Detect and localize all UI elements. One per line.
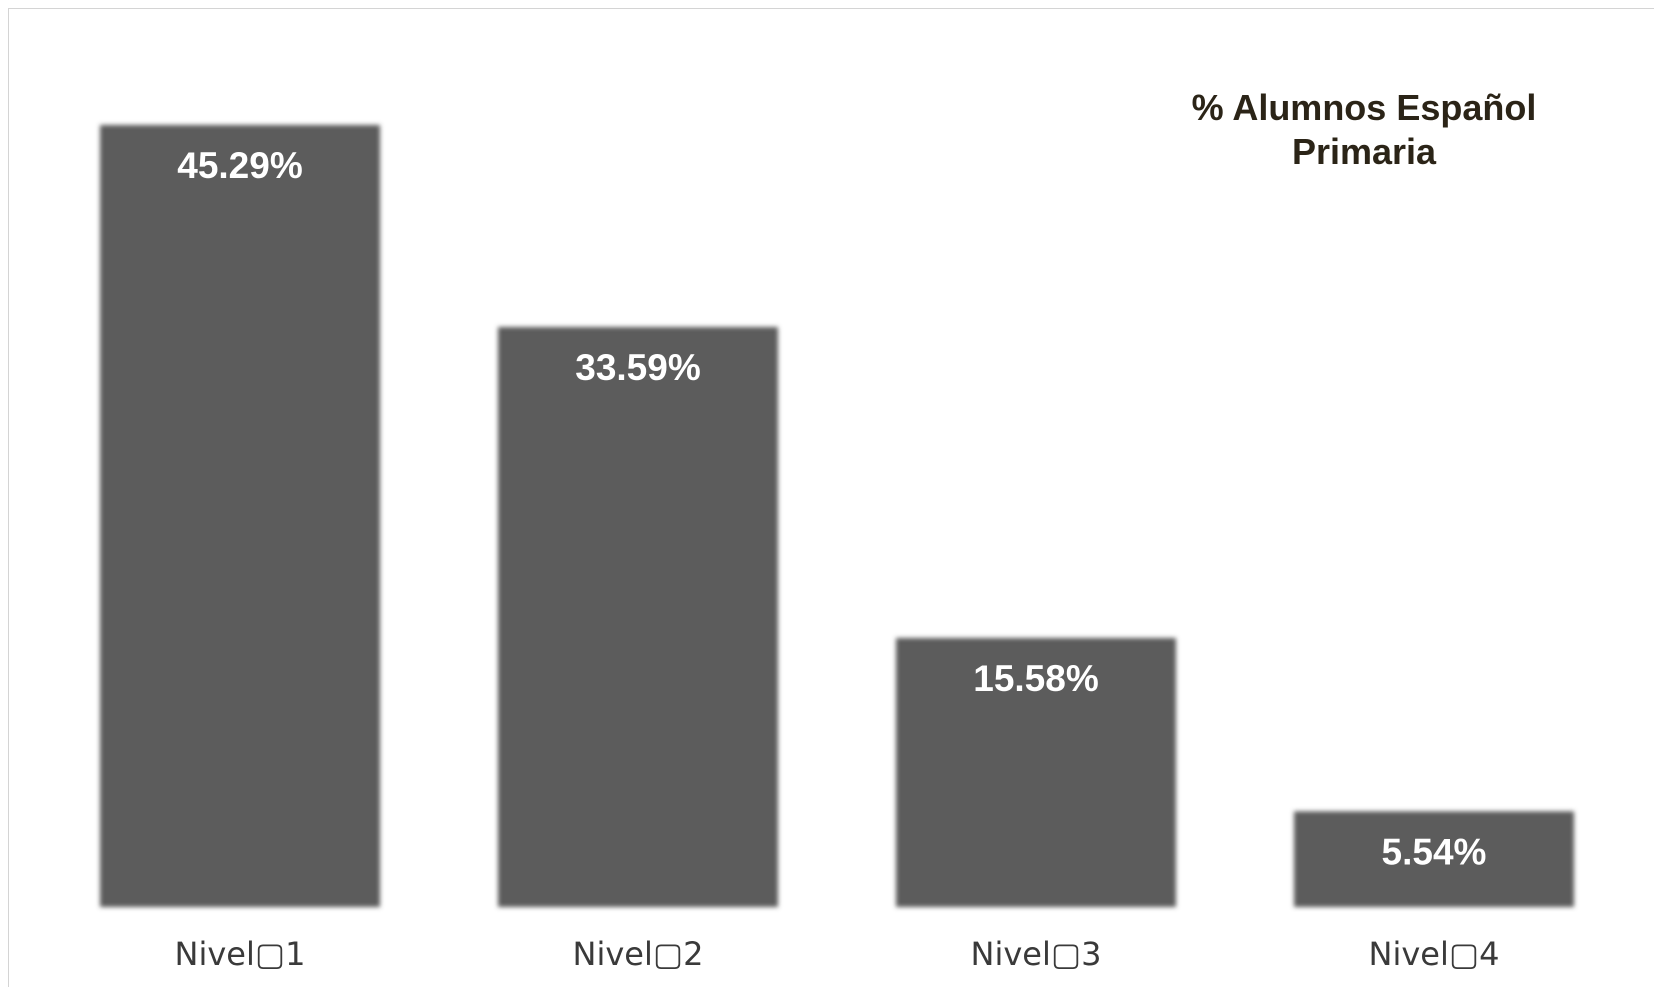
category-label-1: Nivel▢1 [175,935,306,973]
data-label-1: 45.29% [177,145,303,186]
category-axis: Nivel▢1 Nivel▢2 Nivel▢3 Nivel▢4 [175,935,1500,973]
category-label-3: Nivel▢3 [971,935,1102,973]
bar-2 [498,327,778,908]
bar-1 [100,125,380,907]
data-label-3: 15.58% [973,658,1099,699]
chart-title: % Alumnos Español Primaria [1192,87,1537,172]
bars-layer [100,125,1574,908]
category-label-2: Nivel▢2 [573,935,704,973]
data-label-4: 5.54% [1382,831,1487,872]
data-label-2: 33.59% [575,347,701,388]
chart-title-line-1: % Alumnos Español [1192,87,1537,128]
bar-4 [1294,811,1574,907]
value-labels-layer: 45.29% 33.59% 15.58% 5.54% [177,145,1486,872]
chart-title-line-2: Primaria [1292,131,1437,172]
bar-3 [896,637,1176,907]
category-label-4: Nivel▢4 [1369,935,1500,973]
